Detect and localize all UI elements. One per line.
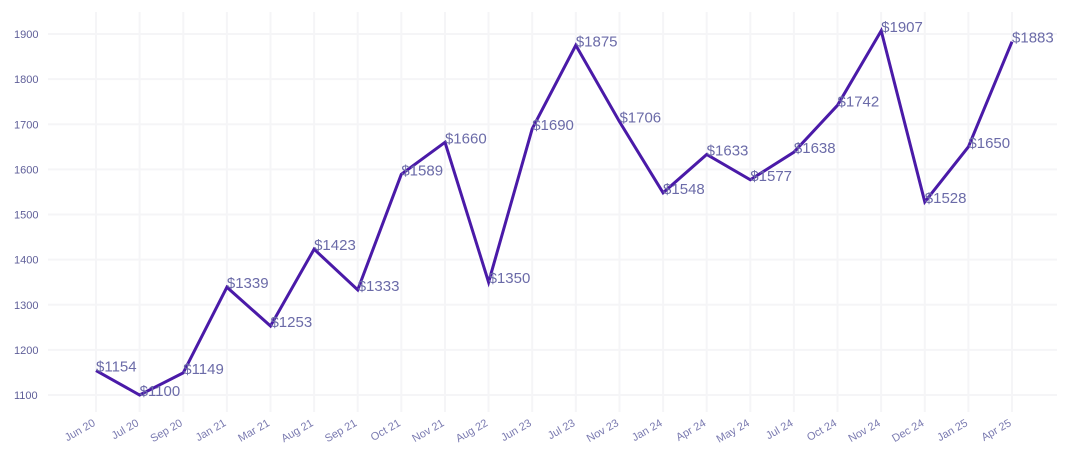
data-label: $1638	[794, 140, 836, 157]
data-label: $1253	[270, 314, 312, 331]
data-label: $1883	[1012, 30, 1054, 47]
series-line	[95, 26, 1014, 397]
data-label: $1875	[576, 33, 618, 50]
data-label: $1907	[881, 19, 923, 36]
data-label: $1149	[183, 361, 224, 378]
data-label: $1548	[663, 181, 705, 198]
data-label: $1633	[707, 142, 749, 159]
data-label: $1528	[925, 190, 967, 207]
x-tick-label: Apr 24	[674, 417, 708, 444]
y-tick-label: 1400	[14, 255, 38, 267]
y-tick-label: 1100	[14, 390, 38, 402]
y-tick-label: 1800	[14, 74, 38, 86]
data-label: $1650	[968, 135, 1010, 152]
x-axis: Jun 20 Jul 20 Sep 20 Jan 21 Mar 21 Aug 21 Sep …	[63, 417, 1014, 445]
data-label: $1706	[619, 110, 661, 127]
data-label: $1577	[750, 168, 792, 185]
y-tick-label: 1500	[14, 210, 38, 222]
x-tick-label: Nov 24	[846, 417, 882, 445]
x-tick-label: Jul 24	[764, 417, 795, 442]
y-tick-label: 1600	[14, 164, 38, 176]
y-tick-label: 1900	[14, 29, 38, 41]
data-label: $1423	[314, 237, 356, 254]
x-tick-label: Jul 20	[110, 417, 141, 442]
x-tick-label: May 24	[715, 417, 752, 445]
data-label: $1742	[838, 93, 880, 110]
x-tick-label: Sep 20	[149, 417, 185, 445]
x-tick-label: Aug 21	[279, 417, 315, 445]
data-labels: $1154$1100$1149 $1339 $1253 $1423 $1333 $1589…	[96, 19, 1054, 400]
x-tick-label: Nov 23	[585, 417, 621, 445]
data-label: $1690	[532, 117, 574, 134]
x-tick-label: Jan 25	[935, 417, 970, 444]
x-tick-label: Jun 23	[499, 417, 534, 444]
x-tick-label: Apr 25	[979, 417, 1013, 444]
x-tick-label: Sep 21	[323, 417, 359, 445]
data-label: $1660	[445, 130, 487, 147]
data-label: $1350	[489, 270, 531, 287]
x-tick-label: Jul 23	[546, 417, 577, 442]
x-tick-label: Oct 21	[369, 417, 403, 444]
data-label: $1100	[140, 383, 181, 400]
x-tick-label: Jun 20	[63, 417, 98, 444]
x-tick-label: Dec 24	[890, 417, 926, 445]
data-label: $1589	[401, 162, 443, 179]
data-label: $1154	[96, 359, 137, 376]
series-layer	[95, 26, 1014, 397]
x-tick-label: Oct 24	[805, 417, 839, 444]
data-label: $1339	[227, 275, 269, 292]
y-tick-label: 1300	[14, 300, 38, 312]
x-tick-label: Jan 21	[194, 417, 229, 444]
x-tick-label: Nov 21	[410, 417, 446, 445]
x-tick-label: Jan 24	[630, 417, 665, 444]
x-tick-label: Mar 21	[236, 417, 272, 445]
y-tick-label: 1200	[14, 345, 38, 357]
x-tick-label: Aug 22	[454, 417, 490, 445]
y-tick-label: 1700	[14, 119, 38, 131]
grid	[48, 12, 1057, 412]
data-label: $1333	[358, 278, 400, 295]
y-axis: 1100 1200 1300 1400 1500 1600 1700 1800 1900	[14, 29, 38, 402]
